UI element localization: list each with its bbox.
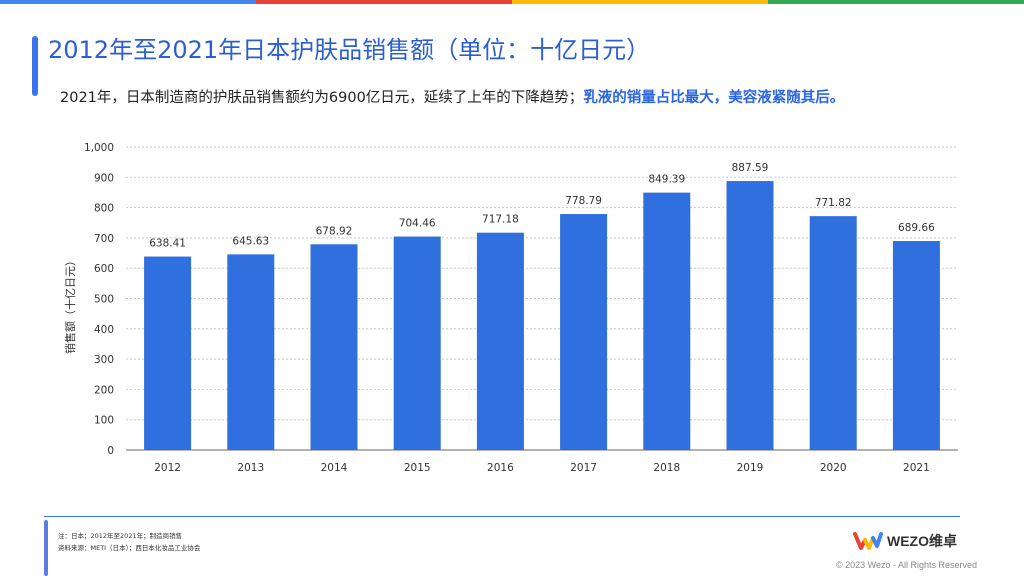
copyright-text: © 2023 Wezo - All Rights Reserved xyxy=(836,560,977,570)
y-tick-label: 600 xyxy=(94,263,114,275)
bar-value-label: 645.63 xyxy=(232,235,269,247)
bar xyxy=(727,181,774,450)
bar xyxy=(311,244,358,450)
y-axis-tick-labels: 0 100 200 300 400 500 600 700 800 900 1,000 xyxy=(84,142,114,457)
x-tick-label: 2013 xyxy=(237,462,264,474)
x-tick-label: 2019 xyxy=(737,462,764,474)
bar-value-label: 717.18 xyxy=(482,214,519,226)
bar xyxy=(227,254,274,450)
x-tick-label: 2014 xyxy=(321,462,348,474)
y-tick-label: 700 xyxy=(94,233,114,245)
x-tick-label: 2017 xyxy=(570,462,597,474)
bar-value-label: 704.46 xyxy=(399,218,436,230)
wezo-logo: WEZO维卓 xyxy=(853,530,957,552)
bar xyxy=(394,237,441,450)
bar-value-label: 689.66 xyxy=(898,222,935,234)
bar xyxy=(810,216,857,450)
logo-text: WEZO维卓 xyxy=(887,531,957,551)
bar-value-label: 638.41 xyxy=(149,238,186,250)
bar xyxy=(643,193,690,450)
x-tick-label: 2015 xyxy=(404,462,431,474)
footer-accent-bar xyxy=(44,520,48,576)
y-axis-label: 销售额（十亿日元） xyxy=(63,255,77,354)
bar-value-label: 678.92 xyxy=(316,225,353,237)
y-tick-label: 800 xyxy=(94,203,114,215)
y-tick-label: 500 xyxy=(94,294,114,306)
y-tick-label: 200 xyxy=(94,384,114,396)
bar xyxy=(477,233,524,450)
x-tick-label: 2018 xyxy=(653,462,680,474)
y-tick-label: 900 xyxy=(94,172,114,184)
x-tick-label: 2021 xyxy=(903,462,930,474)
y-tick-label: 0 xyxy=(107,445,114,457)
bar xyxy=(144,257,191,450)
chart-bars xyxy=(144,181,940,450)
bar-value-label: 849.39 xyxy=(648,174,685,186)
x-tick-label: 2012 xyxy=(154,462,181,474)
footer-note: 注：日本；2012年至2021年；制造商销售 xyxy=(58,530,182,540)
x-tick-label: 2016 xyxy=(487,462,514,474)
wezo-logo-icon xyxy=(853,530,883,552)
x-axis-tick-labels: 2012 2013 2014 2015 2016 2017 2018 2019 2020 2021 xyxy=(154,462,930,474)
bar xyxy=(560,214,607,450)
bar xyxy=(893,241,940,450)
x-tick-label: 2020 xyxy=(820,462,847,474)
footer-divider xyxy=(44,516,960,517)
y-tick-label: 1,000 xyxy=(84,142,114,154)
bar-value-label: 778.79 xyxy=(565,195,602,207)
y-tick-label: 400 xyxy=(94,324,114,336)
y-tick-label: 300 xyxy=(94,354,114,366)
bar-value-label: 771.82 xyxy=(815,197,852,209)
bar-value-label: 887.59 xyxy=(732,162,769,174)
footer-source: 资料来源：METI（日本）；西日本化妆品工业协会 xyxy=(58,542,200,552)
y-tick-label: 100 xyxy=(94,415,114,427)
